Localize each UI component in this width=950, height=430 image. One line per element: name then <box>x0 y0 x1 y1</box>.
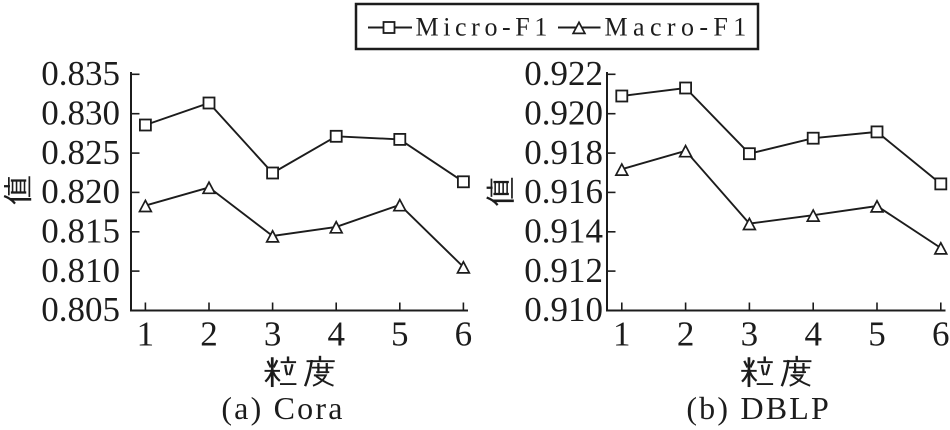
svg-text:6: 6 <box>455 315 473 354</box>
svg-text:0.914: 0.914 <box>524 212 603 251</box>
svg-text:0.910: 0.910 <box>524 290 603 329</box>
svg-text:4: 4 <box>327 315 345 354</box>
svg-text:0.810: 0.810 <box>41 251 120 290</box>
svg-text:Micro-F1: Micro-F1 <box>416 13 552 42</box>
svg-text:5: 5 <box>391 315 409 354</box>
svg-text:0.805: 0.805 <box>41 290 120 329</box>
svg-text:3: 3 <box>741 315 759 354</box>
svg-text:0.830: 0.830 <box>41 93 120 132</box>
svg-text:1: 1 <box>137 315 155 354</box>
svg-text:(a) Cora: (a) Cora <box>221 390 344 426</box>
svg-text:2: 2 <box>200 315 218 354</box>
svg-text:3: 3 <box>264 315 282 354</box>
svg-text:0.820: 0.820 <box>41 172 120 211</box>
svg-text:0.922: 0.922 <box>524 54 603 93</box>
svg-text:5: 5 <box>868 315 886 354</box>
svg-text:1: 1 <box>613 315 631 354</box>
svg-text:(b) DBLP: (b) DBLP <box>686 390 831 426</box>
svg-text:2: 2 <box>677 315 695 354</box>
svg-text:0.815: 0.815 <box>41 212 120 251</box>
svg-text:4: 4 <box>804 315 822 354</box>
svg-text:0.835: 0.835 <box>41 54 120 93</box>
svg-text:6: 6 <box>932 315 950 354</box>
svg-text:0.918: 0.918 <box>524 133 603 172</box>
svg-text:0.916: 0.916 <box>524 172 603 211</box>
svg-text:0.920: 0.920 <box>524 93 603 132</box>
svg-text:0.825: 0.825 <box>41 133 120 172</box>
svg-text:Macro-F1: Macro-F1 <box>605 13 752 42</box>
svg-text:0.912: 0.912 <box>524 251 603 290</box>
